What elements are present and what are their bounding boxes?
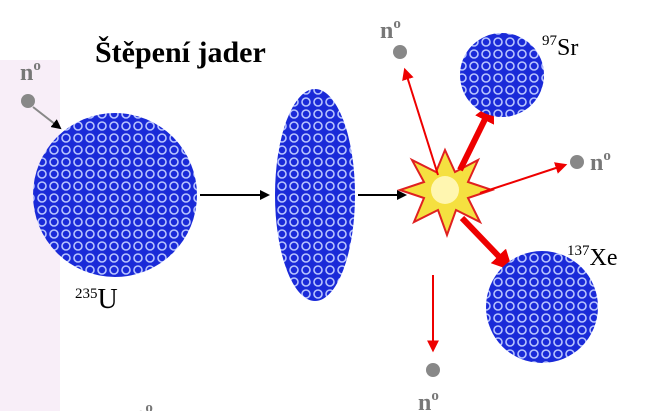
arrow xyxy=(480,165,565,193)
deformed-nucleus xyxy=(275,89,355,301)
label-part: o xyxy=(145,400,153,411)
label-part: 97 xyxy=(542,33,558,49)
label-part: n xyxy=(380,18,393,44)
strontium-nucleus xyxy=(460,33,544,117)
label-part: U xyxy=(98,284,118,315)
label-part: Xe xyxy=(590,245,618,271)
neutron xyxy=(426,363,440,377)
label-part: o xyxy=(393,16,401,32)
neutron xyxy=(570,155,584,169)
label-part: 235 xyxy=(75,286,98,302)
explosion-core xyxy=(431,176,459,204)
label-part: o xyxy=(603,148,611,164)
label-part: n xyxy=(418,390,431,411)
label-part: 137 xyxy=(567,243,590,259)
arrow xyxy=(405,70,438,175)
label-part: n xyxy=(20,60,33,86)
label-part: o xyxy=(431,388,439,404)
neutron xyxy=(393,45,407,59)
diagram: Štěpení jader no 235U 97Sr 137Xe no no n… xyxy=(0,0,645,411)
neutron-label: no xyxy=(418,388,439,411)
uranium-nucleus xyxy=(33,113,197,277)
nucleus-label: 97Sr xyxy=(542,33,578,61)
nucleus-label: 235U xyxy=(75,284,118,315)
title: Štěpení jader xyxy=(95,36,266,69)
xenon-nucleus xyxy=(486,251,598,363)
neutron-label: no xyxy=(132,400,153,411)
neutron-label: no xyxy=(590,148,611,176)
label-part: o xyxy=(33,58,41,74)
neutron-label: no xyxy=(380,16,401,44)
label-part: n xyxy=(590,150,603,176)
label-part: n xyxy=(132,402,145,411)
label-part: Sr xyxy=(557,35,578,61)
arrow xyxy=(462,218,510,268)
